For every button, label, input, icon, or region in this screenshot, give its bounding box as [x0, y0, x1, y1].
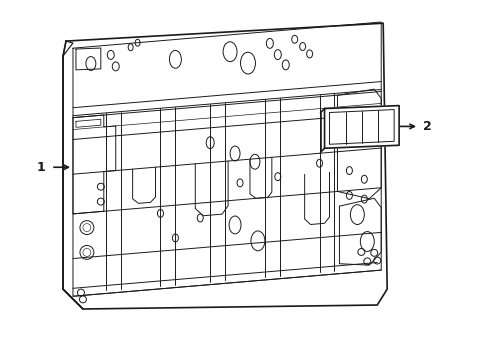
- Polygon shape: [63, 23, 386, 309]
- Text: 1: 1: [36, 161, 45, 174]
- Polygon shape: [324, 105, 398, 148]
- Text: 2: 2: [422, 120, 431, 133]
